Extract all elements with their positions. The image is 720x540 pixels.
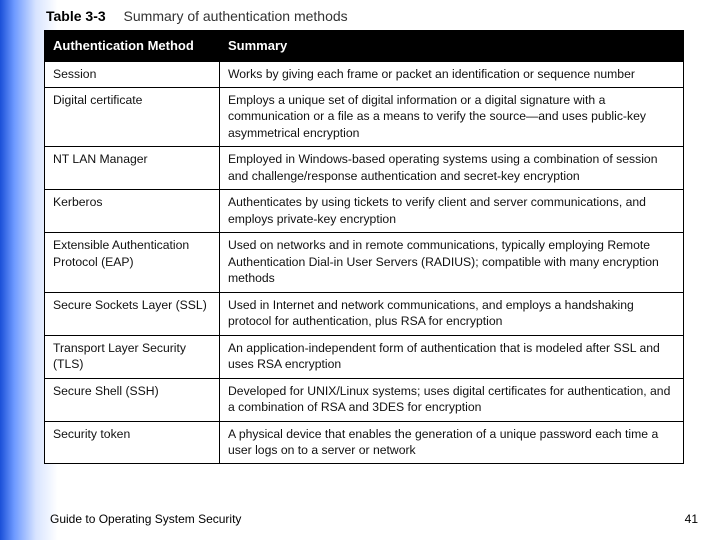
cell-method: Extensible Authentication Protocol (EAP) <box>45 233 220 292</box>
cell-method: NT LAN Manager <box>45 147 220 190</box>
table-row: NT LAN Manager Employed in Windows-based… <box>45 147 684 190</box>
cell-summary: Used in Internet and network communicati… <box>220 292 684 335</box>
table-row: Kerberos Authenticates by using tickets … <box>45 190 684 233</box>
table-row: Session Works by giving each frame or pa… <box>45 61 684 87</box>
cell-method: Transport Layer Security (TLS) <box>45 335 220 378</box>
cell-summary: An application-independent form of authe… <box>220 335 684 378</box>
cell-summary: A physical device that enables the gener… <box>220 421 684 464</box>
auth-methods-table: Authentication Method Summary Session Wo… <box>44 30 684 464</box>
table-row: Security token A physical device that en… <box>45 421 684 464</box>
footer-text: Guide to Operating System Security <box>50 512 241 526</box>
table-row: Secure Sockets Layer (SSL) Used in Inter… <box>45 292 684 335</box>
cell-summary: Developed for UNIX/Linux systems; uses d… <box>220 378 684 421</box>
table-header-row: Authentication Method Summary <box>45 31 684 62</box>
cell-summary: Employs a unique set of digital informat… <box>220 88 684 147</box>
cell-summary: Authenticates by using tickets to verify… <box>220 190 684 233</box>
cell-method: Session <box>45 61 220 87</box>
cell-method: Kerberos <box>45 190 220 233</box>
table-row: Extensible Authentication Protocol (EAP)… <box>45 233 684 292</box>
cell-method: Secure Shell (SSH) <box>45 378 220 421</box>
table-row: Digital certificate Employs a unique set… <box>45 88 684 147</box>
col-header-summary: Summary <box>220 31 684 62</box>
slide: Table 3-3 Summary of authentication meth… <box>0 0 720 540</box>
table-row: Secure Shell (SSH) Developed for UNIX/Li… <box>45 378 684 421</box>
table-caption: Table 3-3 Summary of authentication meth… <box>46 8 684 24</box>
col-header-method: Authentication Method <box>45 31 220 62</box>
table-number: Table 3-3 <box>46 8 106 24</box>
table-container: Table 3-3 Summary of authentication meth… <box>44 8 684 464</box>
table-row: Transport Layer Security (TLS) An applic… <box>45 335 684 378</box>
table-title: Summary of authentication methods <box>124 8 348 24</box>
cell-summary: Works by giving each frame or packet an … <box>220 61 684 87</box>
cell-summary: Used on networks and in remote communica… <box>220 233 684 292</box>
cell-method: Security token <box>45 421 220 464</box>
cell-method: Digital certificate <box>45 88 220 147</box>
page-number: 41 <box>685 512 698 526</box>
cell-summary: Employed in Windows-based operating syst… <box>220 147 684 190</box>
cell-method: Secure Sockets Layer (SSL) <box>45 292 220 335</box>
